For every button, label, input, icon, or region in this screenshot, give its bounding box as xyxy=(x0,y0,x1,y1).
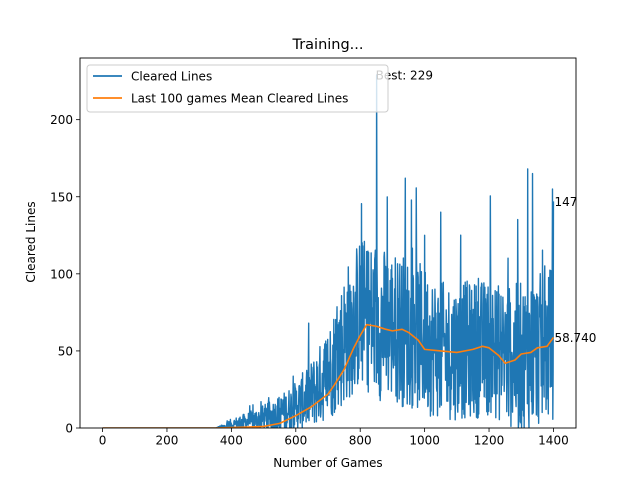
series-mean-cleared-lines xyxy=(102,323,555,428)
y-tick-label: 0 xyxy=(65,422,73,436)
x-tick-label: 200 xyxy=(156,434,179,448)
legend-label-cleared-lines: Cleared Lines xyxy=(131,70,212,84)
axis-ticks: 0 200 400 600 800 1000 1200 1400 0 50 100 150 200 xyxy=(50,113,569,447)
y-tick-label: 100 xyxy=(50,267,73,281)
annotation-label: 147 xyxy=(554,195,577,209)
annotations: Best: 229 147 58.740 xyxy=(376,68,597,344)
x-tick-label: 1000 xyxy=(409,434,440,448)
plot-series xyxy=(102,74,555,428)
legend-label-mean-cleared-lines: Last 100 games Mean Cleared Lines xyxy=(131,92,348,106)
plot-frame xyxy=(79,57,577,429)
x-axis-label: Number of Games xyxy=(273,456,382,470)
legend-box xyxy=(86,64,389,113)
x-tick-label: 400 xyxy=(220,434,243,448)
y-tick-label: 150 xyxy=(50,190,73,204)
chart-title: Training... xyxy=(291,37,363,53)
legend: Cleared Lines Last 100 games Mean Cleare… xyxy=(86,64,389,113)
annotation-label: 58.740 xyxy=(554,331,596,345)
y-tick-label: 200 xyxy=(50,113,73,127)
x-tick-label: 600 xyxy=(284,434,307,448)
x-tick-label: 800 xyxy=(349,434,372,448)
y-axis-label: Cleared Lines xyxy=(24,201,38,282)
y-tick-label: 50 xyxy=(58,344,73,358)
x-tick-label: 1400 xyxy=(538,434,569,448)
x-tick-label: 1200 xyxy=(474,434,505,448)
x-tick-label: 0 xyxy=(99,434,107,448)
series-cleared-lines xyxy=(102,74,555,428)
annotation-label: Best: 229 xyxy=(376,68,433,82)
